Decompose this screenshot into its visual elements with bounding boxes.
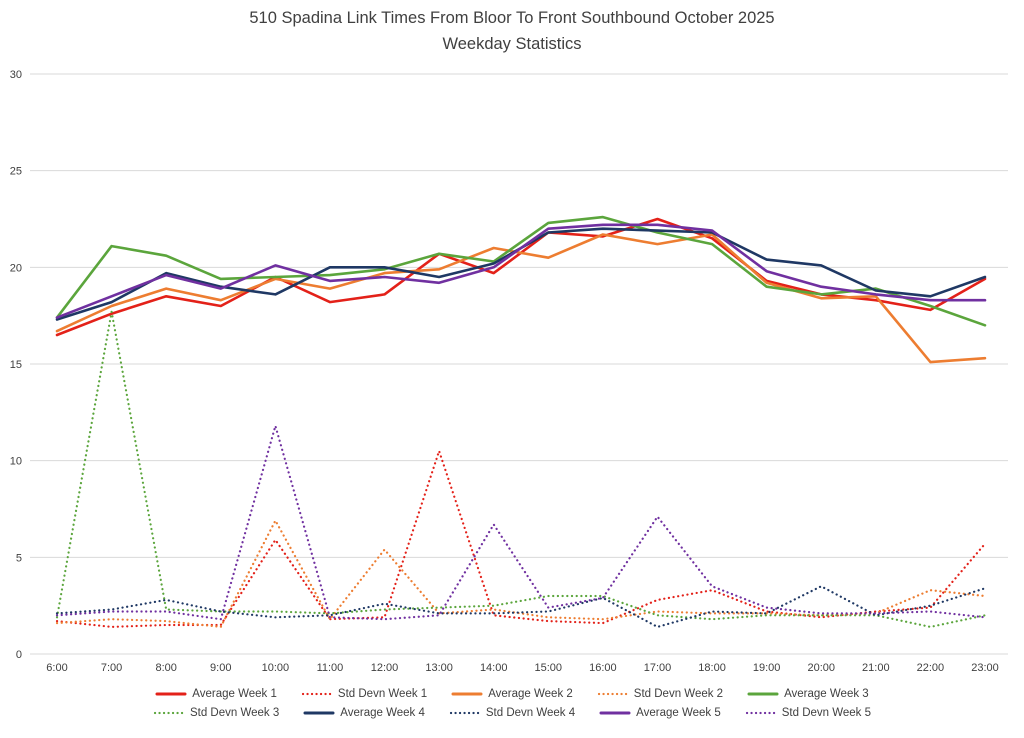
legend-marker-dotted-line — [745, 711, 776, 715]
legend-label: Std Devn Week 2 — [633, 688, 724, 700]
y-axis-labels: 0 5 10 15 20 25 30 — [10, 69, 22, 661]
legend-marker-solid-line — [155, 692, 187, 696]
y-tick-label: 10 — [10, 456, 22, 468]
legend-marker-solid-line — [451, 692, 483, 696]
legend-label: Average Week 4 — [340, 707, 425, 719]
legend-label: Std Devn Week 4 — [485, 707, 576, 719]
y-tick-label: 20 — [10, 262, 22, 274]
legend-marker-dotted-line — [597, 692, 628, 696]
x-tick-label: 14:00 — [480, 662, 508, 674]
legend-label: Std Devn Week 5 — [781, 707, 872, 719]
series-std-devn-week-3 — [55, 310, 987, 629]
legend-marker-dotted-line — [449, 711, 480, 715]
legend-row: Average Week 1 Std Devn Week 1 Average Wee… — [0, 688, 1024, 700]
legend-item: Std Devn Week 5 — [745, 707, 871, 719]
x-tick-label: 22:00 — [917, 662, 945, 674]
x-tick-label: 12:00 — [371, 662, 399, 674]
legend-marker-solid-line — [303, 711, 335, 715]
series-std-devn-week-4 — [55, 585, 987, 629]
series-average-week-2 — [55, 233, 987, 364]
x-tick-label: 15:00 — [535, 662, 563, 674]
legend-label: Std Devn Week 1 — [337, 688, 428, 700]
chart-legend: Average Week 1 Std Devn Week 1 Average Wee… — [0, 688, 1024, 719]
legend-label: Average Week 3 — [784, 688, 869, 700]
x-tick-label: 21:00 — [862, 662, 890, 674]
legend-item: Std Devn Week 4 — [449, 707, 575, 719]
x-tick-label: 17:00 — [644, 662, 672, 674]
series-std-devn-week-5 — [55, 424, 987, 621]
legend-label: Average Week 1 — [192, 688, 277, 700]
series-average-week-5 — [55, 223, 987, 319]
gridlines — [30, 73, 1008, 655]
x-tick-label: 9:00 — [210, 662, 231, 674]
legend-row: Std Devn Week 3 Average Week 4 Std Devn We… — [0, 707, 1024, 719]
chart-title: 510 Spadina Link Times From Bloor To Fro… — [249, 9, 775, 27]
series-lines — [55, 215, 987, 629]
legend-item: Std Devn Week 1 — [301, 688, 427, 700]
chart-subtitle: Weekday Statistics — [442, 35, 582, 53]
y-tick-label: 30 — [10, 69, 22, 81]
x-tick-label: 11:00 — [317, 662, 344, 674]
legend-item: Average Week 1 — [155, 688, 277, 700]
x-tick-label: 16:00 — [589, 662, 617, 674]
x-tick-label: 19:00 — [753, 662, 781, 674]
x-tick-label: 10:00 — [262, 662, 290, 674]
legend-item: Std Devn Week 2 — [597, 688, 723, 700]
legend-item: Average Week 3 — [747, 688, 869, 700]
legend-label: Std Devn Week 3 — [189, 707, 280, 719]
series-average-week-3 — [55, 215, 987, 327]
legend-label: Average Week 5 — [636, 707, 721, 719]
y-tick-label: 5 — [16, 552, 22, 564]
chart-title-block: 510 Spadina Link Times From Bloor To Fro… — [0, 5, 1024, 57]
y-tick-label: 25 — [10, 166, 22, 178]
line-chart: 0 5 10 15 20 25 30 6:00 7:00 8:00 9:00 10:00 11:00 12… — [10, 69, 1008, 674]
legend-item: Std Devn Week 3 — [153, 707, 279, 719]
legend-marker-dotted-line — [153, 711, 185, 715]
x-tick-label: 6:00 — [46, 662, 67, 674]
x-tick-label: 7:00 — [101, 662, 122, 674]
x-tick-label: 18:00 — [698, 662, 726, 674]
x-tick-label: 13:00 — [425, 662, 453, 674]
legend-item: Average Week 2 — [451, 688, 573, 700]
legend-item: Average Week 4 — [303, 707, 425, 719]
legend-marker-solid-line — [747, 692, 779, 696]
series-std-devn-week-2 — [55, 519, 987, 629]
y-tick-label: 0 — [16, 649, 22, 661]
x-tick-label: 20:00 — [807, 662, 835, 674]
x-tick-label: 8:00 — [155, 662, 176, 674]
y-tick-label: 15 — [10, 359, 22, 371]
legend-item: Average Week 5 — [599, 707, 721, 719]
legend-marker-solid-line — [599, 711, 631, 715]
legend-marker-dotted-line — [301, 692, 333, 696]
x-axis-labels: 6:00 7:00 8:00 9:00 10:00 11:00 12:00 13:00 14:0… — [46, 662, 998, 674]
x-tick-label: 23:00 — [971, 662, 999, 674]
legend-label: Average Week 2 — [488, 688, 573, 700]
